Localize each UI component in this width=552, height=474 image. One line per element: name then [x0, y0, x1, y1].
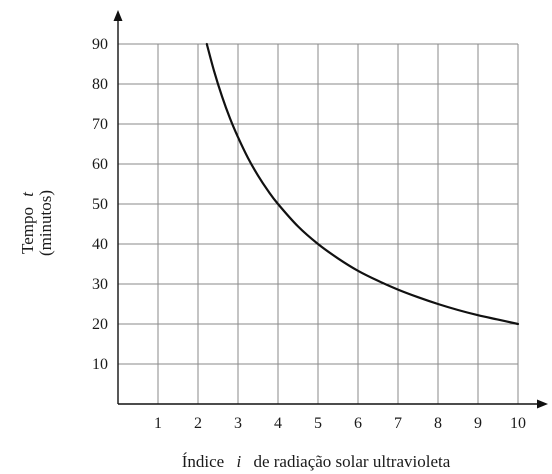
x-tick-label: 4 — [274, 415, 282, 432]
y-tick-label: 80 — [92, 76, 108, 93]
y-axis-arrowhead — [113, 10, 123, 21]
y-tick-label: 40 — [92, 236, 108, 253]
y-tick-label: 70 — [92, 116, 108, 133]
x-tick-label: 2 — [194, 415, 202, 432]
x-tick-label: 7 — [394, 415, 402, 432]
grid — [118, 43, 519, 404]
y-tick-label: 10 — [92, 356, 108, 373]
y-tick-label: 60 — [92, 156, 108, 173]
y-tick-label: 20 — [92, 316, 108, 333]
x-axis-arrowhead — [537, 399, 548, 409]
x-axis-label: Índice i de radiação solar ultravioleta — [182, 452, 451, 471]
x-tick-label: 10 — [510, 415, 526, 432]
y-tick-label: 30 — [92, 276, 108, 293]
x-tick-label: 6 — [354, 415, 362, 432]
series-line — [205, 42, 520, 326]
x-tick-label: 1 — [154, 415, 162, 432]
x-tick-label: 5 — [314, 415, 322, 432]
x-tick-labels: 1 2 3 4 5 6 7 8 9 10 — [154, 415, 526, 432]
x-tick-label: 3 — [234, 415, 242, 432]
series-group — [205, 42, 520, 326]
y-tick-label: 90 — [92, 36, 108, 53]
x-tick-label: 9 — [474, 415, 482, 432]
x-tick-label: 8 — [434, 415, 442, 432]
axes — [113, 10, 548, 409]
y-tick-label: 50 — [92, 196, 108, 213]
y-axis-label: Tempo t (minutos) — [18, 190, 55, 256]
y-axis-label-line1: Tempo t — [18, 191, 37, 254]
y-axis-label-line2: (minutos) — [36, 190, 55, 256]
y-tick-labels: 10 20 30 40 50 60 70 80 90 — [92, 36, 108, 373]
